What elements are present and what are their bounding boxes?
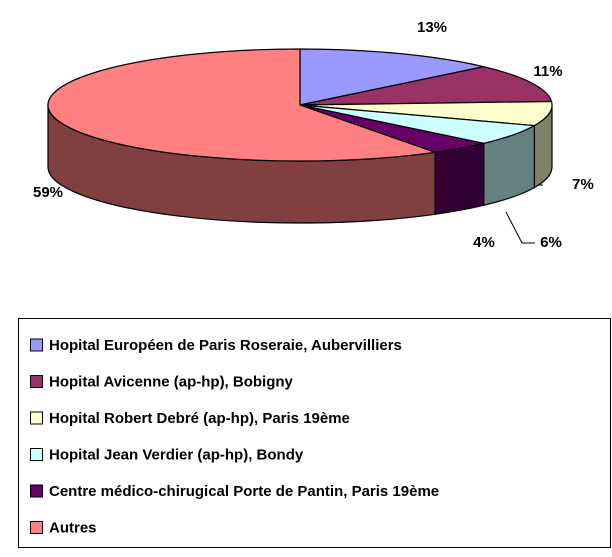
legend-label: Hopital Avicenne (ap-hp), Bobigny [49,373,294,390]
data-label: 4% [473,234,495,251]
legend-swatch [30,484,43,498]
legend-swatch [30,375,43,388]
pie-slice [299,48,484,106]
legend-swatch [30,448,43,461]
legend-label: Autres [49,519,97,536]
legend-swatch [30,338,43,352]
leader-line [505,211,535,244]
legend-label: Hopital Jean Verdier (ap-hp), Bondy [49,446,304,463]
legend-label: Hopital Robert Debré (ap-hp), Paris 19èm… [49,410,350,427]
legend-box [18,318,611,548]
pie-slice [299,66,553,106]
legend-swatch [30,521,43,534]
legend-swatch [30,411,43,425]
data-label: 11% [533,63,562,80]
data-label: 6% [540,234,562,251]
data-label: 13% [417,19,447,36]
legend-label: Hopital Européen de Paris Roseraie, Aube… [49,337,402,354]
data-label: 59% [33,184,63,201]
data-label: 7% [572,176,594,193]
pie-side [434,142,485,215]
pie-slice [47,48,436,162]
legend-label: Centre médico-chirugical Porte de Pantin… [49,483,439,500]
